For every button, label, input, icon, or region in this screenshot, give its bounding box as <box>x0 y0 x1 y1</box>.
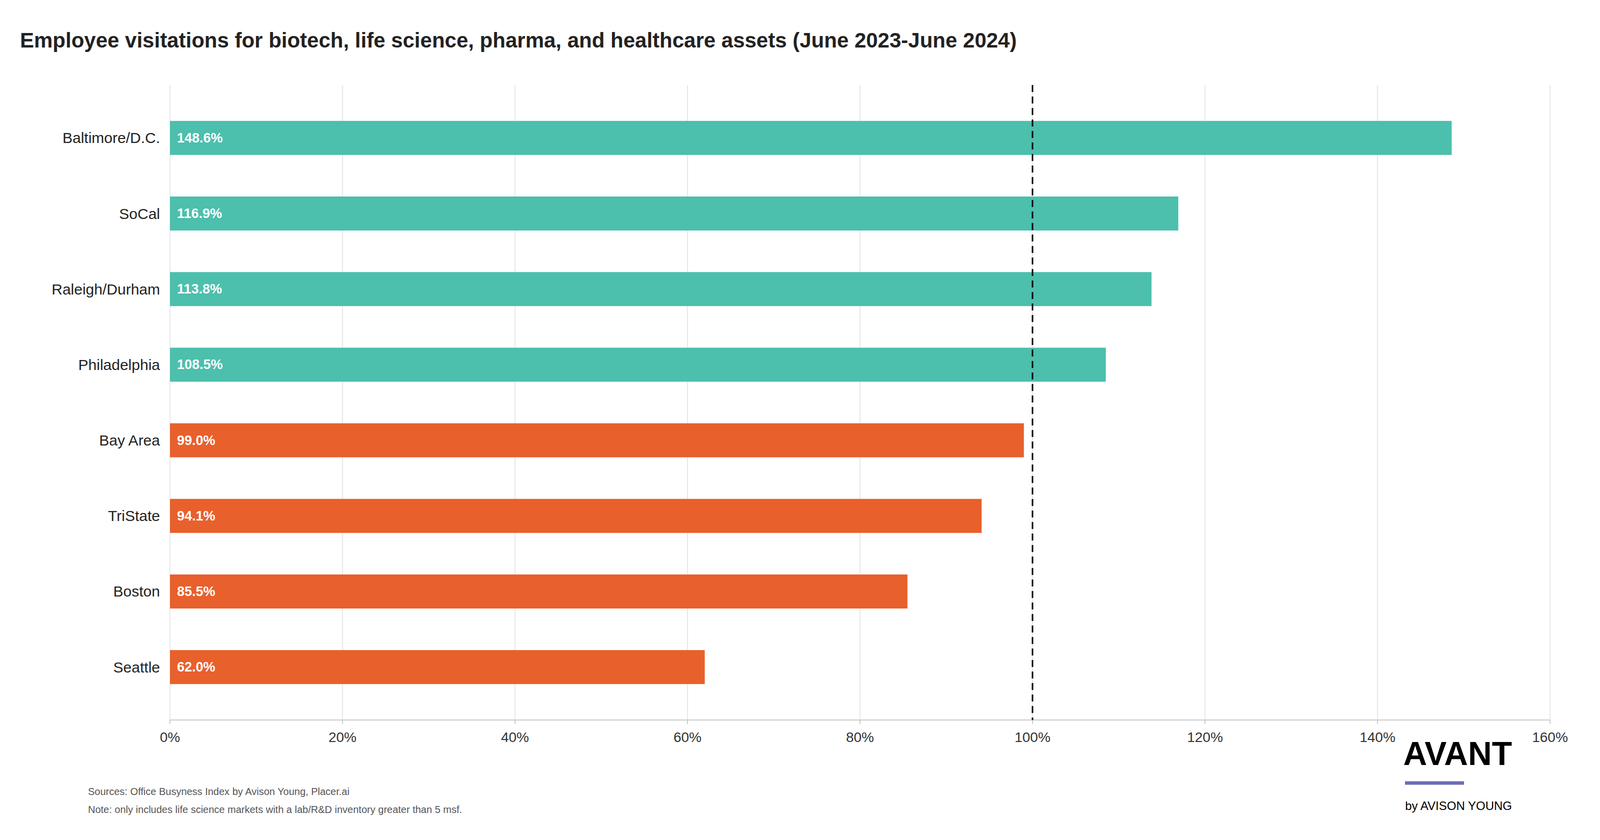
tick-label: 40% <box>501 729 529 745</box>
category-label: Boston <box>113 583 160 600</box>
source: Sources: Office Busyness Index by Avison… <box>88 786 462 815</box>
grid-line <box>169 85 171 720</box>
grid-line <box>342 85 343 720</box>
logo-subtext: by AVISON YOUNG <box>1405 799 1512 813</box>
tick-label: 20% <box>328 729 357 745</box>
data-label: 108.5% <box>177 357 223 372</box>
y-axis: Baltimore/D.C. SoCal Raleigh/Durham Philade… <box>51 129 160 675</box>
grid-line <box>514 85 516 720</box>
tick-mark <box>342 720 343 724</box>
data-label: 99.0% <box>177 433 216 448</box>
grid-line <box>859 85 861 720</box>
bar <box>170 347 1106 382</box>
category-label: SoCal <box>119 205 160 222</box>
category-label: TriState <box>108 507 160 524</box>
tick-label: 100% <box>1014 729 1051 745</box>
data-label: 85.5% <box>177 584 216 599</box>
logo: AVANT by AVISON YOUNG <box>1403 735 1512 813</box>
bar <box>170 650 705 684</box>
source-text: Sources: Office Busyness Index by Avison… <box>88 786 350 797</box>
category-label: Philadelphia <box>78 356 161 373</box>
tick-label: 140% <box>1359 729 1396 745</box>
tick-mark <box>1549 720 1551 724</box>
tick-label: 160% <box>1532 729 1568 745</box>
grid-line <box>687 85 688 720</box>
source-text: Note: only includes life science markets… <box>88 804 462 815</box>
category-label: Baltimore/D.C. <box>62 129 160 146</box>
logo-line <box>1405 781 1464 785</box>
tick-mark <box>859 720 861 724</box>
chart: Employee visitations for biotech, life s… <box>0 0 1600 840</box>
tick-label: 60% <box>673 729 702 745</box>
data-label: 94.1% <box>177 508 216 524</box>
bar <box>170 574 908 609</box>
bar <box>170 423 1024 458</box>
grid <box>170 85 1550 720</box>
x-axis: 0% 20% 40% 60% 80% 100% 120% 140% 160% <box>160 720 1568 745</box>
grid-line <box>1204 85 1206 720</box>
data-label: 113.8% <box>177 281 222 297</box>
data-labels: 148.6% 116.9% 113.8% 108.5% 99.0% 94.1% 85.5% 6… <box>177 130 223 675</box>
bars <box>170 121 1452 684</box>
category-label: Raleigh/Durham <box>51 281 160 298</box>
tick-mark <box>687 720 688 724</box>
tick-mark <box>1204 720 1206 724</box>
tick-label: 120% <box>1187 729 1223 745</box>
category-label: Bay Area <box>99 432 160 449</box>
bar <box>170 272 1152 306</box>
grid-line <box>1549 85 1551 720</box>
axis-line <box>170 719 1550 721</box>
title: Employee visitations for biotech, life s… <box>20 28 1017 52</box>
grid-line <box>1032 85 1033 720</box>
tick-mark <box>514 720 516 724</box>
tick-mark <box>169 720 171 724</box>
background <box>0 0 1600 840</box>
bar <box>170 121 1452 155</box>
bar <box>170 196 1179 231</box>
reference-line <box>1032 85 1034 720</box>
bar <box>170 499 982 533</box>
tick-mark <box>1377 720 1378 724</box>
tick-label: 0% <box>160 729 180 745</box>
grid-line <box>1377 85 1378 720</box>
data-label: 148.6% <box>177 130 223 146</box>
tick-label: 80% <box>846 729 874 745</box>
category-label: Seattle <box>113 659 160 676</box>
logo-text: AVANT <box>1403 735 1512 772</box>
data-label: 116.9% <box>177 206 222 221</box>
tick-mark <box>1032 720 1033 724</box>
data-label: 62.0% <box>177 659 216 675</box>
